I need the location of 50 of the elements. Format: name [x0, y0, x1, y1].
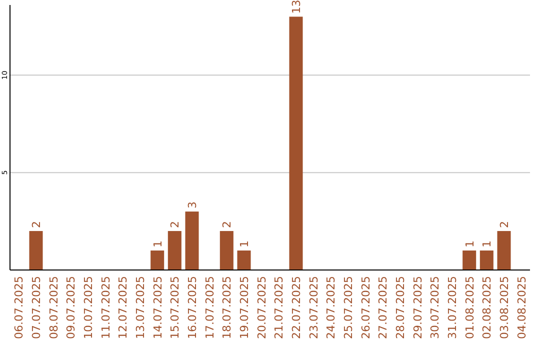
- x-tick-label: 10.07.2025: [82, 276, 95, 339]
- data-label: 3: [186, 202, 199, 209]
- x-tick-label: 13.07.2025: [134, 276, 147, 339]
- bar: [497, 231, 511, 270]
- x-tick-label: 26.07.2025: [359, 276, 372, 339]
- x-tick-label: 01.08.2025: [463, 276, 476, 339]
- x-tick-label: 11.07.2025: [99, 276, 112, 339]
- x-tick-label: 29.07.2025: [411, 276, 424, 339]
- data-label: 2: [220, 221, 234, 228]
- bar: [220, 231, 234, 270]
- x-tick-label: 19.07.2025: [238, 276, 251, 339]
- data-label: 1: [463, 240, 476, 248]
- x-tick-label: 30.07.2025: [428, 276, 442, 339]
- x-tick-label: 14.07.2025: [151, 276, 164, 339]
- x-tick-label: 12.07.2025: [116, 276, 130, 339]
- x-tick-label: 24.07.2025: [324, 276, 338, 339]
- x-tick-label: 22.07.2025: [290, 276, 303, 339]
- x-tick-label: 15.07.2025: [168, 276, 182, 339]
- bar: [168, 231, 182, 270]
- data-label: 2: [168, 221, 182, 228]
- x-tick-label: 17.07.2025: [203, 276, 216, 339]
- data-label: 13: [290, 0, 303, 14]
- bar: [237, 250, 251, 270]
- bar: [462, 250, 476, 270]
- x-tick-label: 27.07.2025: [376, 276, 390, 339]
- data-label: 2: [30, 221, 43, 228]
- x-tick-label: 31.07.2025: [446, 276, 459, 339]
- data-label: 1: [238, 240, 251, 248]
- x-tick-label: 02.08.2025: [480, 276, 494, 339]
- x-tick-label: 25.07.2025: [342, 276, 355, 339]
- x-tick-label: 28.07.2025: [394, 276, 407, 339]
- data-label: 1: [151, 240, 164, 248]
- x-tick-label: 18.07.2025: [220, 276, 234, 339]
- x-tick-label: 07.07.2025: [30, 276, 43, 339]
- data-label: 1: [480, 240, 494, 248]
- data-label: 2: [498, 221, 511, 228]
- x-tick-label: 06.07.2025: [12, 276, 26, 339]
- bar: [150, 250, 164, 270]
- x-tick-label: 03.08.2025: [498, 276, 511, 339]
- bar: [480, 250, 494, 270]
- bar: [29, 231, 43, 270]
- bar: [289, 16, 303, 270]
- x-tick-label: 08.07.2025: [47, 276, 60, 339]
- x-tick-label: 09.07.2025: [64, 276, 78, 339]
- x-tick-label: 23.07.2025: [307, 276, 320, 339]
- x-tick-label: 21.07.2025: [272, 276, 286, 339]
- x-tick-label: 20.07.2025: [255, 276, 268, 339]
- x-tick-label: 16.07.2025: [186, 276, 199, 339]
- bar: [185, 212, 199, 270]
- x-tick-label: 04.08.2025: [515, 276, 528, 339]
